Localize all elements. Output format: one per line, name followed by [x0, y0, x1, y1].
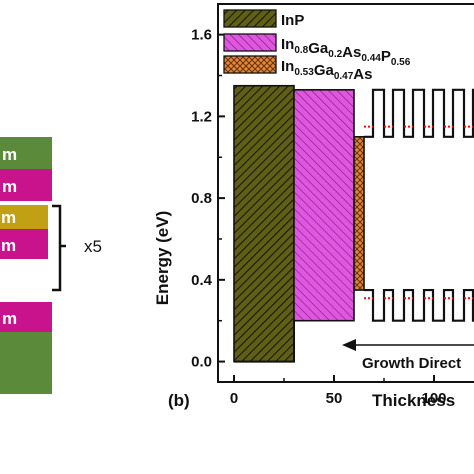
legend-element: In — [281, 58, 294, 75]
layer-label-5: m — [2, 309, 17, 328]
layer-label-1: m — [2, 145, 17, 164]
layer-label-3: m — [1, 208, 16, 227]
growth-direction-annotation: Growth Direct — [342, 339, 474, 372]
legend-swatch-2 — [223, 55, 277, 74]
legend-label-2: In0.53Ga0.47As — [281, 58, 372, 83]
legend-element: In — [281, 36, 294, 53]
x-axis-title: Thickness — [372, 391, 455, 410]
inp-valence-edge — [234, 320, 295, 363]
legend-subscript: 0.8 — [294, 45, 308, 56]
y-tick-label-0: 0.0 — [191, 354, 212, 371]
band-diagram-chart: 0.00.40.81.21.60 50 100 InPIn0.8Ga0.2As0.4… — [191, 3, 474, 407]
layer-magenta-top — [0, 169, 52, 201]
legend-swatch-0 — [223, 9, 277, 28]
axes-frame — [217, 3, 474, 383]
band-region-ingaasp — [293, 89, 355, 322]
repeat-label: x5 — [84, 237, 102, 256]
layer-magenta-bottom — [0, 302, 52, 332]
growth-direction-label: Growth Direct — [362, 355, 461, 372]
band-region-ingaas — [353, 136, 365, 291]
legend-subscript: 0.44 — [361, 53, 381, 64]
panel-a-layer-stack: m m m m m x5 — [0, 137, 102, 394]
layer-green-bottom — [0, 332, 52, 394]
x-tick-label-2: 100 — [421, 390, 446, 407]
valence-band-superlattice — [364, 288, 474, 322]
layer-magenta-mid — [0, 229, 48, 259]
legend-subscript: 0.2 — [328, 49, 342, 60]
legend-element: As — [353, 66, 372, 83]
band-region-inp — [233, 84, 295, 363]
repeat-bracket — [52, 204, 66, 292]
y-tick-label-2: 0.8 — [191, 190, 212, 207]
legend-subscript: 0.47 — [334, 71, 354, 82]
layer-label-2: m — [2, 177, 17, 196]
legend-label-1: In0.8Ga0.2As0.44P0.56 — [281, 36, 411, 68]
y-tick-label-3: 1.2 — [191, 108, 212, 125]
y-tick-label-4: 1.6 — [191, 27, 212, 44]
layer-label-4: m — [1, 236, 16, 255]
x-tick-label-1: 50 — [326, 390, 343, 407]
legend-label-0: InP — [281, 12, 304, 29]
panel-label-b: (b) — [168, 391, 190, 410]
layer-gold — [0, 205, 48, 229]
legend-element: Ga — [314, 62, 335, 79]
layer-green-top — [0, 137, 52, 169]
legend-element: Ga — [308, 40, 329, 57]
conduction-band-superlattice — [364, 88, 474, 138]
legend-swatch-1 — [223, 33, 277, 52]
arrow-left-icon — [342, 339, 356, 351]
legend-subscript: 0.56 — [391, 57, 411, 68]
legend-subscript: 0.53 — [294, 67, 314, 78]
y-tick-label-1: 0.4 — [191, 272, 213, 289]
legend-element: As — [342, 44, 361, 61]
legend-element: P — [381, 48, 391, 65]
y-axis-title: Energy (eV) — [153, 211, 172, 305]
x-tick-label-0: 0 — [230, 390, 238, 407]
